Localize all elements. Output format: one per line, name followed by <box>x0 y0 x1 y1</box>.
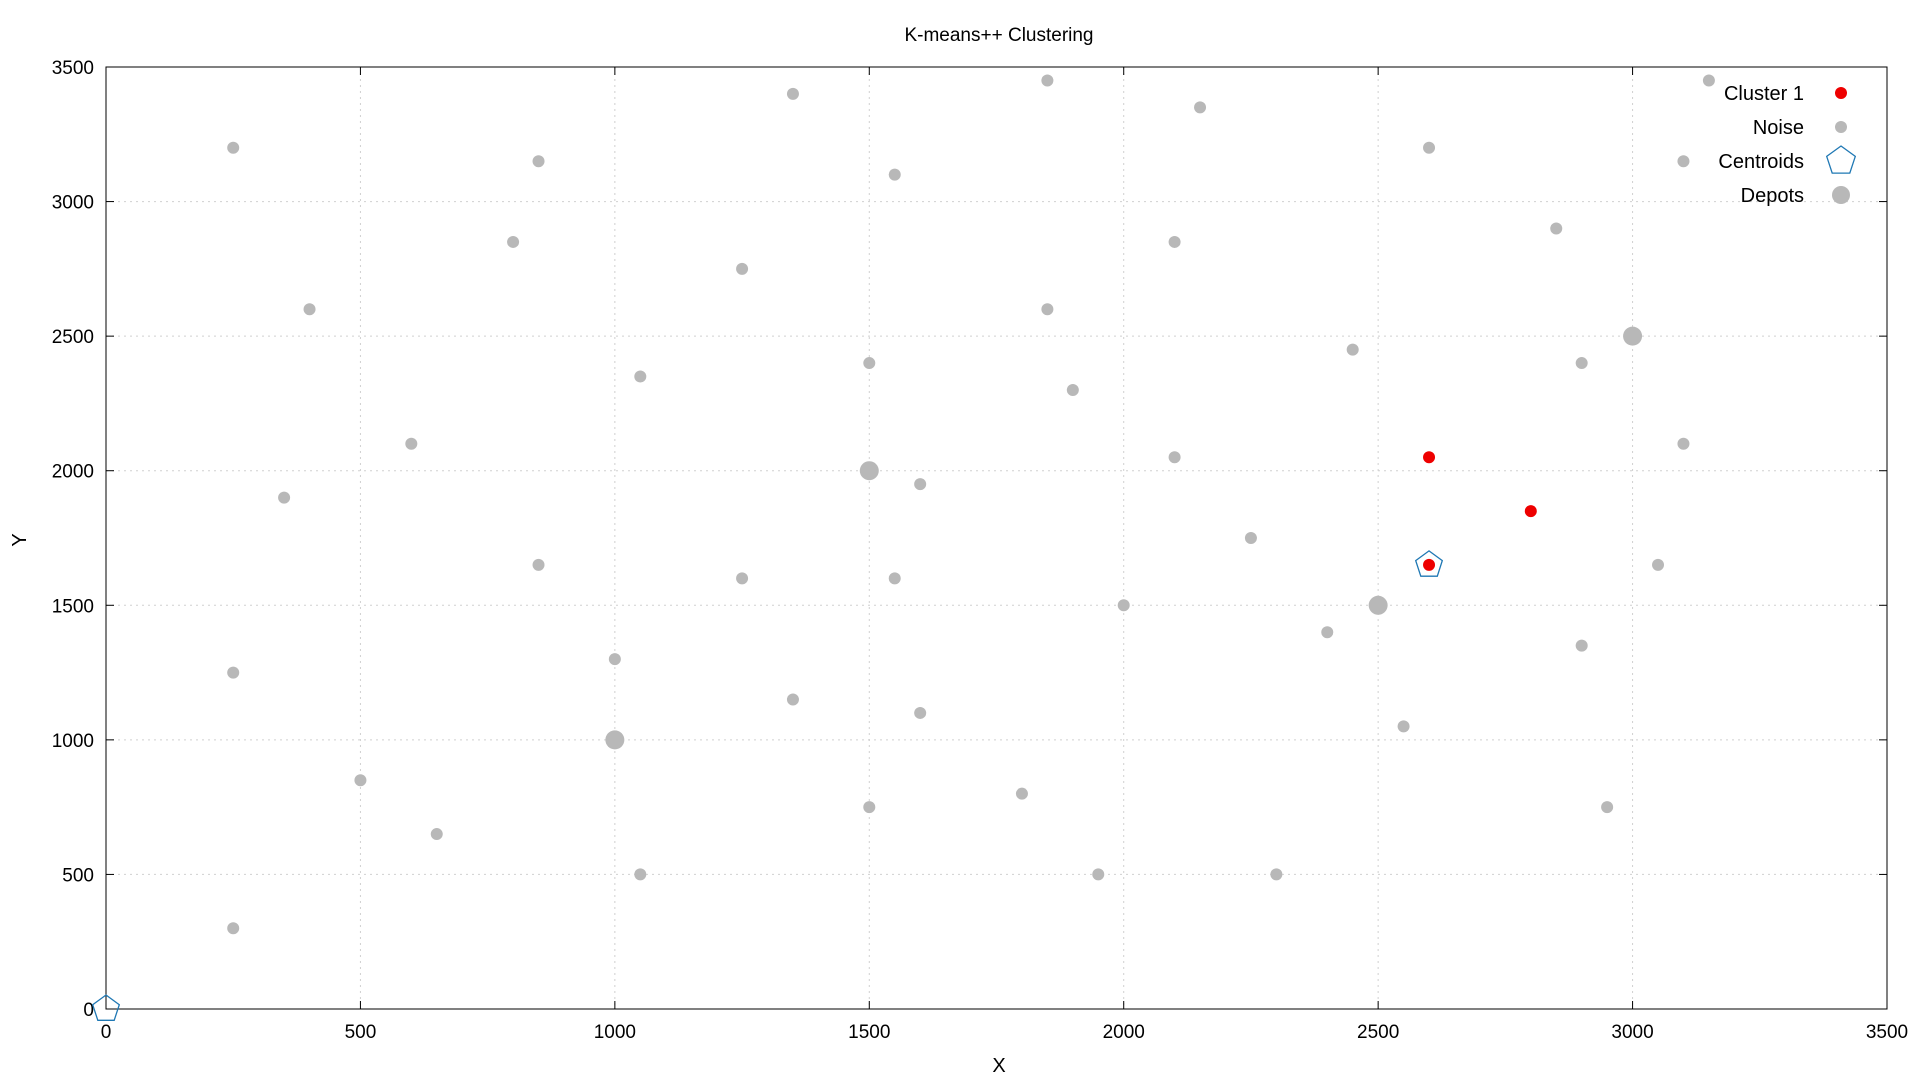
noise-point <box>1092 868 1105 881</box>
noise-point <box>786 87 799 100</box>
legend-marker <box>1835 87 1847 99</box>
legend-label: Cluster 1 <box>1724 83 1804 105</box>
noise-point <box>914 706 927 719</box>
depot-point <box>1623 326 1643 346</box>
y-tick-label: 0 <box>83 1000 94 1021</box>
noise-point <box>863 357 876 370</box>
noise-point <box>227 666 240 679</box>
noise-point <box>405 437 418 450</box>
x-tick-label: 1000 <box>594 1022 636 1043</box>
noise-point <box>1702 74 1715 87</box>
x-tick-label: 0 <box>101 1022 112 1043</box>
legend-marker <box>1825 145 1857 174</box>
noise-point <box>1270 868 1283 881</box>
y-tick-label: 2000 <box>52 462 94 483</box>
noise-point <box>1066 383 1079 396</box>
depot-point <box>1368 595 1388 615</box>
noise-point <box>303 303 316 316</box>
legend-label: Depots <box>1741 185 1804 207</box>
noise-point <box>1550 222 1563 235</box>
noise-point <box>1041 303 1054 316</box>
noise-point <box>863 801 876 814</box>
legend-label: Centroids <box>1718 151 1804 173</box>
noise-point <box>634 370 647 383</box>
x-tick-label: 2000 <box>1103 1022 1145 1043</box>
noise-point <box>430 828 443 841</box>
depot-point <box>859 461 879 481</box>
x-axis-label: X <box>992 1055 1005 1077</box>
noise-point <box>1321 626 1334 639</box>
y-axis-label: Y <box>9 533 31 546</box>
y-tick-label: 1000 <box>52 731 94 752</box>
axis-ticks: 0 500 1000 1500 2000 2500 3000 3500 0 500 1000 1500… <box>52 58 1908 1043</box>
noise-point <box>532 155 545 168</box>
x-tick-label: 500 <box>345 1022 377 1043</box>
noise-point <box>736 262 749 275</box>
centroid-marker <box>1414 550 1444 577</box>
noise-point <box>1601 801 1614 814</box>
noise-point <box>1677 437 1690 450</box>
noise-point <box>507 235 520 248</box>
x-tick-label: 3500 <box>1866 1022 1908 1043</box>
y-tick-label: 500 <box>62 865 94 886</box>
noise-point <box>634 868 647 881</box>
noise-point <box>1423 141 1436 154</box>
depot-point <box>605 730 625 750</box>
noise-point <box>914 478 927 491</box>
x-tick-label: 3000 <box>1611 1022 1653 1043</box>
noise-point <box>1397 720 1410 733</box>
data-points <box>91 74 1715 1021</box>
cluster-1-point <box>1524 505 1537 518</box>
noise-point <box>227 141 240 154</box>
noise-point <box>354 774 367 787</box>
noise-point <box>888 572 901 585</box>
noise-point <box>888 168 901 181</box>
legend-marker <box>1835 121 1847 133</box>
noise-point <box>736 572 749 585</box>
y-tick-label: 2500 <box>52 327 94 348</box>
cluster-1-point <box>1423 451 1436 464</box>
noise-point <box>1041 74 1054 87</box>
cluster-1-point <box>1423 558 1436 571</box>
noise-point <box>1575 639 1588 652</box>
noise-point <box>1575 357 1588 370</box>
noise-point <box>1677 155 1690 168</box>
y-tick-label: 3000 <box>52 193 94 214</box>
legend-label: Noise <box>1753 117 1804 139</box>
noise-point <box>608 653 621 666</box>
legend: Cluster 1 Noise Centroids Depots <box>1718 83 1857 207</box>
legend-marker <box>1832 186 1850 204</box>
grid-lines <box>106 67 1887 1009</box>
noise-point <box>1117 599 1130 612</box>
noise-point <box>1652 558 1665 571</box>
noise-point <box>1015 787 1028 800</box>
noise-point <box>532 558 545 571</box>
y-tick-label: 3500 <box>52 58 94 79</box>
x-tick-label: 1500 <box>848 1022 890 1043</box>
noise-point <box>1168 235 1181 248</box>
noise-point <box>1168 451 1181 464</box>
noise-point <box>278 491 291 504</box>
noise-point <box>786 693 799 706</box>
chart-title: K-means++ Clustering <box>904 25 1093 46</box>
centroid-marker <box>91 994 121 1021</box>
noise-point <box>227 922 240 935</box>
noise-point <box>1194 101 1207 114</box>
y-tick-label: 1500 <box>52 596 94 617</box>
noise-point <box>1346 343 1359 356</box>
plot-frame <box>105 66 1888 1010</box>
x-tick-label: 2500 <box>1357 1022 1399 1043</box>
noise-point <box>1244 532 1257 544</box>
